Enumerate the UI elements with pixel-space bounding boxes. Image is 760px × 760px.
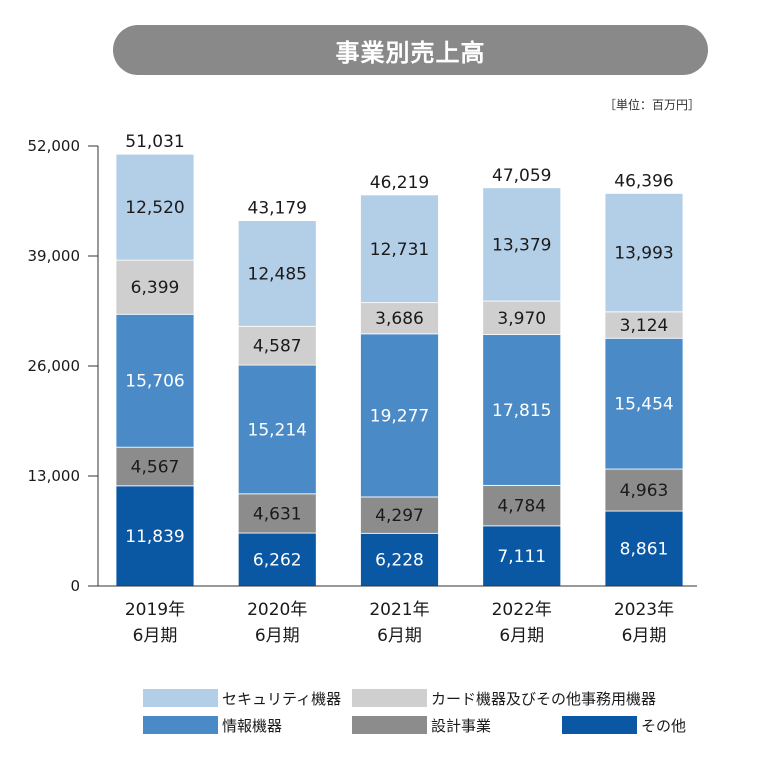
y-axis: 0 13,000 26,000 39,000 52,000: [28, 137, 99, 595]
value-label-info-equipment-3: 17,815: [492, 401, 551, 421]
bar-segment-security-equipment-4: [604, 193, 684, 313]
category-label-4: 2023年 6月期: [614, 600, 674, 646]
value-label-design-4: 4,963: [620, 481, 669, 501]
total-label-3: 47,059: [492, 166, 551, 186]
legend-label-card-equipment: カード機器及びその他事務用機器: [431, 690, 656, 708]
x-axis: 2019年 6月期 2020年 6月期 2021年 6月期 2022年 6月期 2023年 6月期: [98, 585, 697, 646]
legend-label-security-equipment: セキュリティ機器: [222, 690, 341, 708]
value-label-other-1: 6,262: [253, 551, 302, 571]
total-value-labels: 51,031 43,179 46,219 47,059 46,396: [125, 132, 673, 218]
legend-item-other: その他: [562, 716, 686, 735]
value-label-card-equipment-3: 3,970: [497, 309, 546, 329]
bar-segment-info-equipment-2: [360, 333, 439, 498]
y-tick-label-2: 26,000: [28, 357, 81, 375]
value-label-other-0: 11,839: [125, 527, 184, 547]
value-label-security-equipment-1: 12,485: [248, 264, 307, 284]
value-label-security-equipment-4: 13,993: [614, 244, 673, 264]
value-label-security-equipment-0: 12,520: [125, 198, 184, 218]
value-label-card-equipment-2: 3,686: [375, 309, 424, 329]
chart-title: 事業別売上高: [113, 25, 708, 75]
bar-segment-card-equipment-3: [482, 300, 562, 336]
legend-swatch-other: [562, 716, 637, 734]
legend-label-other: その他: [641, 717, 686, 735]
bar-segment-security-equipment-2: [360, 194, 439, 304]
legend-item-security-equipment: セキュリティ機器: [143, 689, 341, 708]
bar-segment-design-2: [360, 496, 439, 534]
bar-segment-card-equipment-0: [115, 259, 195, 315]
value-label-security-equipment-3: 13,379: [492, 235, 551, 255]
bar-segment-design-1: [237, 493, 317, 534]
value-label-design-1: 4,631: [253, 504, 302, 524]
total-label-0: 51,031: [125, 132, 184, 152]
value-label-other-2: 6,228: [375, 551, 424, 571]
legend-item-design: 設計事業: [352, 716, 491, 735]
bar-segment-card-equipment-1: [237, 325, 317, 366]
bar-segment-info-equipment-4: [604, 337, 684, 470]
bar-stacks: [115, 153, 684, 587]
bar-segment-other-1: [237, 532, 317, 587]
legend-swatch-design: [352, 716, 427, 734]
value-label-design-3: 4,784: [497, 497, 546, 517]
y-tick-label-1: 13,000: [28, 467, 81, 485]
bar-segment-security-equipment-0: [115, 153, 195, 261]
unit-label: ［単位：百万円］: [603, 98, 700, 112]
total-label-1: 43,179: [248, 199, 307, 219]
bar-segment-design-0: [115, 446, 195, 487]
bar-segment-card-equipment-4: [604, 311, 684, 339]
bar-segment-design-3: [482, 484, 562, 527]
y-tick-label-3: 39,000: [28, 247, 81, 265]
segment-value-labels: 11,839 4,567 15,706 6,399 12,520 6,262 4,631 15…: [125, 198, 673, 570]
value-label-other-3: 7,111: [497, 547, 546, 567]
legend-item-info-equipment: 情報機器: [143, 716, 282, 735]
value-label-design-0: 4,567: [131, 458, 180, 478]
total-label-2: 46,219: [370, 173, 429, 193]
value-label-card-equipment-1: 4,587: [253, 337, 302, 357]
bar-segment-info-equipment-3: [482, 334, 562, 486]
bar-segment-security-equipment-1: [237, 220, 317, 327]
value-label-card-equipment-4: 3,124: [620, 316, 669, 336]
category-label-0: 2019年 6月期: [125, 600, 185, 646]
value-label-security-equipment-2: 12,731: [370, 240, 429, 260]
bar-segment-other-2: [360, 532, 439, 587]
y-tick-label-4: 52,000: [28, 137, 81, 155]
category-label-3: 2022年 6月期: [492, 600, 552, 646]
category-label-1: 2020年 6月期: [247, 600, 307, 646]
legend-swatch-info-equipment: [143, 716, 218, 734]
legend-label-design: 設計事業: [431, 717, 491, 735]
bar-segment-other-4: [604, 510, 684, 587]
bar-segment-other-0: [115, 485, 195, 587]
bar-segment-other-3: [482, 525, 562, 587]
legend-swatch-card-equipment: [352, 689, 427, 707]
legend-item-card-equipment: カード機器及びその他事務用機器: [352, 689, 656, 708]
bar-segment-info-equipment-1: [237, 364, 317, 495]
value-label-card-equipment-0: 6,399: [131, 278, 180, 298]
value-label-info-equipment-2: 19,277: [370, 406, 429, 426]
y-tick-label-0: 0: [70, 577, 80, 595]
value-label-other-4: 8,861: [620, 540, 669, 560]
value-label-design-2: 4,297: [375, 506, 424, 526]
legend-swatch-security-equipment: [143, 689, 218, 707]
value-label-info-equipment-0: 15,706: [125, 372, 184, 392]
value-label-info-equipment-4: 15,454: [614, 395, 673, 415]
bar-segment-security-equipment-3: [482, 187, 562, 302]
total-label-4: 46,396: [614, 171, 673, 191]
category-label-2: 2021年 6月期: [369, 600, 429, 646]
value-label-info-equipment-1: 15,214: [248, 420, 307, 440]
legend-label-info-equipment: 情報機器: [222, 717, 282, 735]
